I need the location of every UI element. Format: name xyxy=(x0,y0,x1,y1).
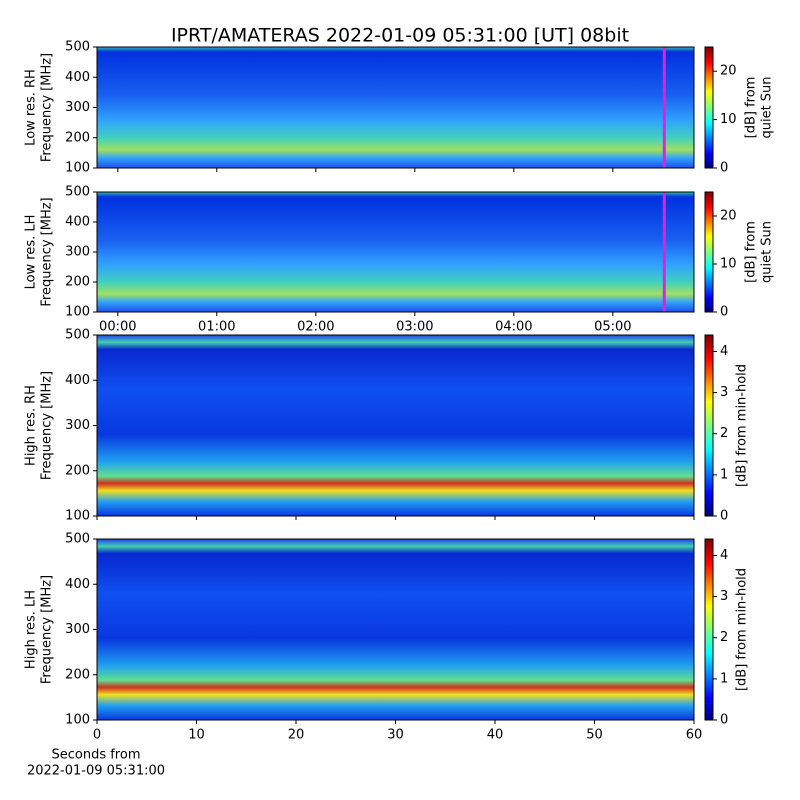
x-tick-label: 30 xyxy=(387,728,404,743)
x-tick-label: 60 xyxy=(686,728,703,743)
spectrogram-image xyxy=(97,47,694,168)
y-tick-label: 300 xyxy=(65,100,90,115)
x-tick-label: 00:00 xyxy=(99,320,136,335)
y-tick-label: 500 xyxy=(65,532,90,547)
colorbar xyxy=(704,46,714,169)
colorbar-label: quiet Sun xyxy=(760,221,775,283)
y-tick-label: 200 xyxy=(65,275,90,290)
y-tick-label: 400 xyxy=(65,70,90,85)
y-tick-label: 200 xyxy=(65,667,90,682)
chart-title: IPRT/AMATERAS 2022-01-09 05:31:00 [UT] 0… xyxy=(171,25,629,47)
colorbar-label: [dB] from min-hold xyxy=(735,364,750,487)
colorbar-tick-label: 0 xyxy=(720,305,728,320)
y-tick-label: 500 xyxy=(65,40,90,55)
colorbar-tick-label: 1 xyxy=(720,671,728,686)
y-tick-label: 300 xyxy=(65,418,90,433)
y-tick-label: 300 xyxy=(65,245,90,260)
y-tick-label: 300 xyxy=(65,622,90,637)
colorbar-label: [dB] from xyxy=(744,77,759,139)
spectrogram-image xyxy=(97,335,694,516)
colorbar-tick-label: 4 xyxy=(720,548,728,563)
x-tick-label: 0 xyxy=(93,728,101,743)
colorbar-tick-label: 4 xyxy=(720,344,728,359)
colorbar xyxy=(704,334,714,517)
y-tick-label: 200 xyxy=(65,130,90,145)
colorbar-tick-label: 20 xyxy=(720,64,737,79)
x-axis-label: 2022-01-09 05:31:00 xyxy=(27,764,165,779)
y-tick-label: 400 xyxy=(65,215,90,230)
colorbar-label: quiet Sun xyxy=(760,76,775,138)
y-axis-label: High res. RH xyxy=(24,385,39,466)
colorbar-tick-label: 3 xyxy=(720,589,728,604)
y-tick-label: 500 xyxy=(65,185,90,200)
y-tick-label: 400 xyxy=(65,373,90,388)
y-tick-label: 100 xyxy=(65,713,90,728)
x-tick-label: 50 xyxy=(586,728,603,743)
y-axis-label: High res. LH xyxy=(24,590,39,669)
colorbar-tick-label: 0 xyxy=(720,713,728,728)
colorbar-tick-label: 0 xyxy=(720,509,728,524)
y-tick-label: 100 xyxy=(65,509,90,524)
y-axis-label: Frequency [MHz] xyxy=(40,53,55,162)
colorbar-tick-label: 10 xyxy=(720,112,737,127)
x-axis-label: Seconds from xyxy=(51,748,140,763)
x-tick-label: 05:00 xyxy=(594,320,631,335)
colorbar xyxy=(704,191,714,313)
y-tick-label: 100 xyxy=(65,305,90,320)
y-tick-label: 100 xyxy=(65,161,90,176)
x-tick-label: 01:00 xyxy=(198,320,235,335)
colorbar xyxy=(704,538,714,721)
y-axis-label: Frequency [MHz] xyxy=(40,371,55,480)
colorbar-tick-label: 3 xyxy=(720,385,728,400)
x-tick-label: 40 xyxy=(487,728,504,743)
x-tick-label: 02:00 xyxy=(297,320,334,335)
y-axis-label: Frequency [MHz] xyxy=(40,575,55,684)
colorbar-tick-label: 2 xyxy=(720,630,728,645)
spectrogram-image xyxy=(97,539,694,720)
colorbar-tick-label: 0 xyxy=(720,161,728,176)
x-tick-label: 10 xyxy=(188,728,205,743)
x-tick-label: 20 xyxy=(288,728,305,743)
colorbar-label: [dB] from xyxy=(744,221,759,283)
colorbar-tick-label: 1 xyxy=(720,467,728,482)
y-axis-label: Low res. LH xyxy=(24,215,39,290)
colorbar-label: [dB] from min-hold xyxy=(735,568,750,691)
colorbar-tick-label: 2 xyxy=(720,426,728,441)
colorbar-tick-label: 20 xyxy=(720,209,737,224)
x-tick-label: 04:00 xyxy=(495,320,532,335)
x-tick-label: 03:00 xyxy=(396,320,433,335)
y-axis-label: Frequency [MHz] xyxy=(40,197,55,306)
y-tick-label: 400 xyxy=(65,577,90,592)
colorbar-tick-label: 10 xyxy=(720,257,737,272)
y-tick-label: 200 xyxy=(65,463,90,478)
y-axis-label: Low res. RH xyxy=(24,69,39,146)
spectrogram-image xyxy=(97,192,694,312)
y-tick-label: 500 xyxy=(65,328,90,343)
